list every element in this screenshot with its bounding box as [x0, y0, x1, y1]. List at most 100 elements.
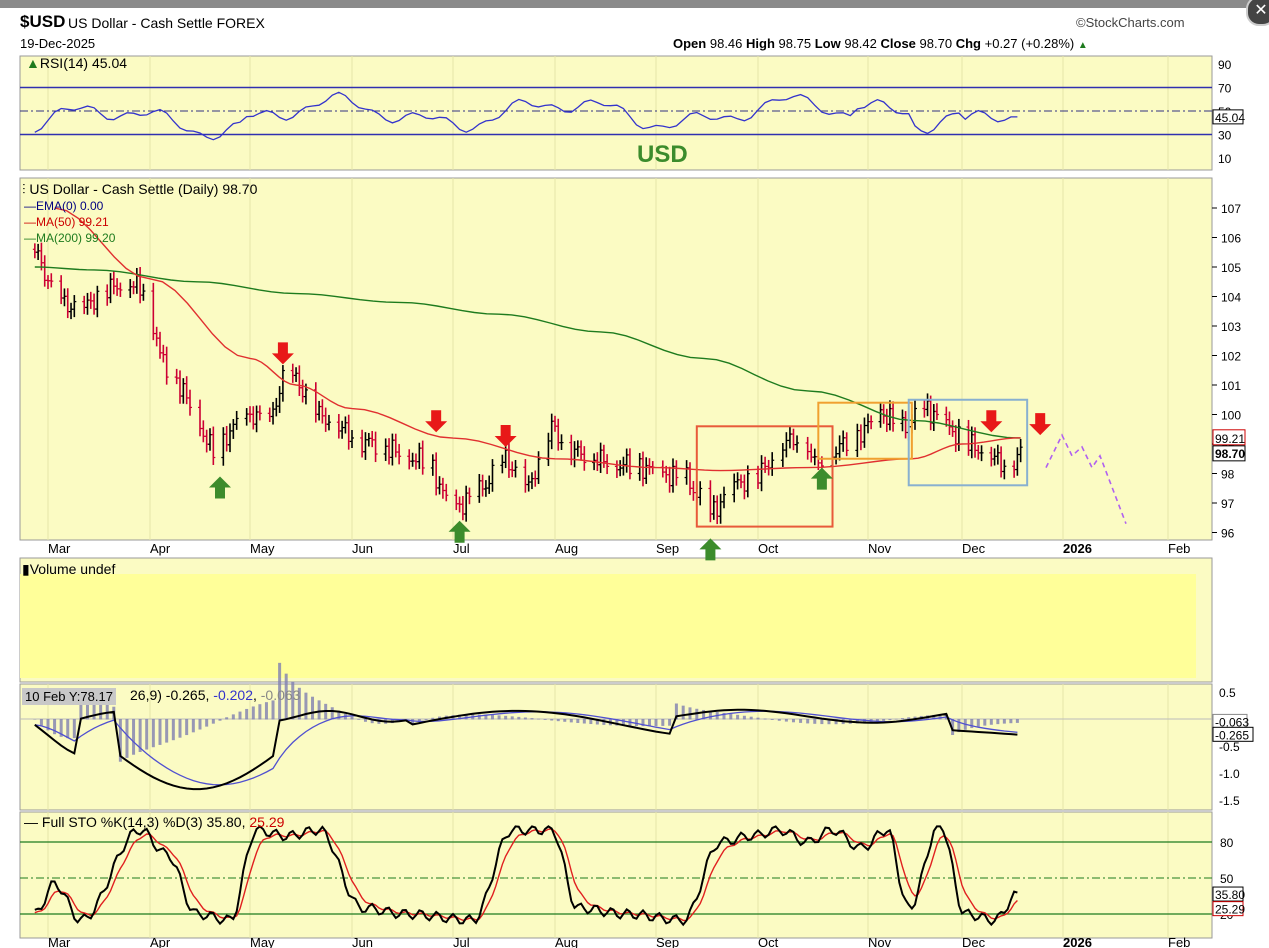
sto-k-line — [34, 825, 1018, 927]
month-label: Dec — [962, 541, 986, 556]
macd-hist-bar — [681, 705, 685, 720]
macd-hist-bar — [654, 719, 658, 727]
macd-hist-bar — [855, 719, 859, 724]
macd-hist-bar — [464, 714, 468, 720]
macd-hist-bar — [363, 719, 367, 722]
macd-hist-bar — [791, 719, 795, 723]
month-label-bottom: Dec — [962, 935, 986, 948]
sto-panel-bg — [19, 811, 1213, 939]
close-icon[interactable]: ✕ — [1246, 0, 1269, 26]
legend-ma50-text: MA(50) 99.21 — [36, 215, 109, 229]
macd-hist-bar — [458, 714, 462, 720]
macd-tick: 0.5 — [1219, 686, 1236, 700]
macd-hist-bar — [53, 719, 57, 735]
sell-arrow-jul-shape — [494, 424, 517, 447]
macd-hist-bar — [39, 719, 43, 726]
month-label: Jul — [453, 541, 470, 556]
sell-arrow-forecast-shape — [1029, 413, 1052, 436]
macd-hist-bar — [185, 719, 189, 736]
rsi-tick: 10 — [1218, 152, 1232, 166]
macd-hist-bar — [777, 719, 781, 721]
macd-hist-bar — [497, 715, 501, 720]
sell-arrow-may — [271, 342, 294, 365]
macd-hist-bar — [913, 716, 917, 720]
legend-ema-text: EMA(0) 0.00 — [36, 199, 104, 213]
macd-hist-bar — [621, 719, 625, 726]
macd-hist-bar — [165, 719, 169, 743]
sto-d-value: 25.29 — [249, 814, 285, 830]
price-tick: 107 — [1221, 202, 1241, 216]
macd-hist-bar — [138, 719, 142, 752]
month-label: May — [250, 541, 275, 556]
close-value-tag-text: 98.70 — [1215, 447, 1245, 461]
macd-hist-bar — [484, 714, 488, 720]
macd-hist-bar — [417, 719, 421, 723]
macd-hist-bar — [763, 718, 767, 720]
macd-hist-bar — [589, 719, 593, 725]
ma50-value-tag — [1212, 429, 1246, 446]
macd-hist-bar — [297, 687, 301, 720]
rsi-label-text: RSI(14) 45.04 — [39, 55, 128, 71]
month-label-bottom: Oct — [758, 935, 779, 948]
month-label-bottom: Apr — [150, 935, 171, 948]
macd-hist-bar — [647, 719, 651, 727]
annotation-box-orange — [817, 401, 913, 460]
symbol: $USD — [20, 12, 66, 31]
macd-hist-bar — [523, 717, 527, 720]
buy-arrow-apr-shape — [209, 476, 231, 499]
macd-hist-bar — [938, 714, 942, 720]
sell-arrow-jun-shape — [425, 410, 448, 433]
macd-hist-bar — [820, 719, 824, 725]
macd-hist-bar — [702, 709, 706, 720]
ma50-value-tag-text: 99.21 — [1215, 432, 1245, 446]
price-tick: 105 — [1221, 261, 1241, 275]
macd-hist-bar — [729, 713, 733, 720]
macd-hist-bar — [875, 719, 879, 722]
macd-hist-bar — [615, 719, 619, 726]
macd-hist-bar — [996, 719, 1000, 725]
instrument-name: US Dollar - Cash Settle FOREX — [68, 15, 265, 31]
macd-hist-bar — [99, 702, 103, 720]
macd-hist-bar — [171, 719, 175, 741]
close-value: 98.70 — [919, 36, 953, 51]
macd-hist-bar — [85, 696, 89, 720]
macd-value-tag-text: -0.265 — [1215, 728, 1249, 742]
sto-d-tag — [1212, 901, 1244, 917]
macd-tick: -0.5 — [1219, 740, 1240, 754]
low-value: 98.42 — [844, 36, 877, 51]
macd-hist-bar — [337, 710, 341, 720]
sell-arrow-dec — [980, 410, 1003, 433]
price-tick: 103 — [1221, 320, 1241, 334]
macd-hist-bar — [145, 719, 149, 750]
macd-hist-bar — [784, 719, 788, 722]
macd-hist-bar — [970, 719, 974, 729]
price-tick: 96 — [1221, 527, 1235, 541]
month-label: Oct — [758, 541, 779, 556]
price-tick: 100 — [1221, 409, 1241, 423]
month-label-bottom: Sep — [656, 935, 679, 948]
volume-area — [20, 574, 1196, 678]
macd-hist-bar — [595, 719, 599, 725]
rsi-value-tag — [1212, 109, 1244, 125]
macd-hist-bar — [894, 718, 898, 720]
macd-value-tag — [1212, 726, 1254, 742]
macd-hist-bar — [708, 711, 712, 720]
brand-logo[interactable]: ©StockCharts.com — [1076, 15, 1185, 30]
macd-hist-bar — [882, 719, 886, 721]
price-tick: 98 — [1221, 468, 1235, 482]
month-label-bottom: Jul — [453, 935, 470, 948]
macd-hist-bar — [543, 719, 547, 720]
buy-arrow-sep-shape — [699, 538, 722, 561]
macd-hist-bar — [634, 719, 638, 727]
price-tick: 104 — [1221, 291, 1241, 305]
sell-arrow-forecast — [1029, 413, 1052, 436]
macd-hist-bar — [756, 717, 760, 720]
macd-hist-bar — [490, 715, 494, 720]
macd-hist-bar — [132, 719, 136, 755]
month-label-bottom: Nov — [868, 935, 892, 948]
sto-tick: 50 — [1220, 872, 1234, 886]
chg-value: +0.27 (+0.28%) — [984, 36, 1075, 51]
macd-hist-bar — [211, 719, 215, 724]
macd-hist-tag-text: -0.063 — [1215, 715, 1249, 729]
macd-hist-bar — [976, 719, 980, 727]
